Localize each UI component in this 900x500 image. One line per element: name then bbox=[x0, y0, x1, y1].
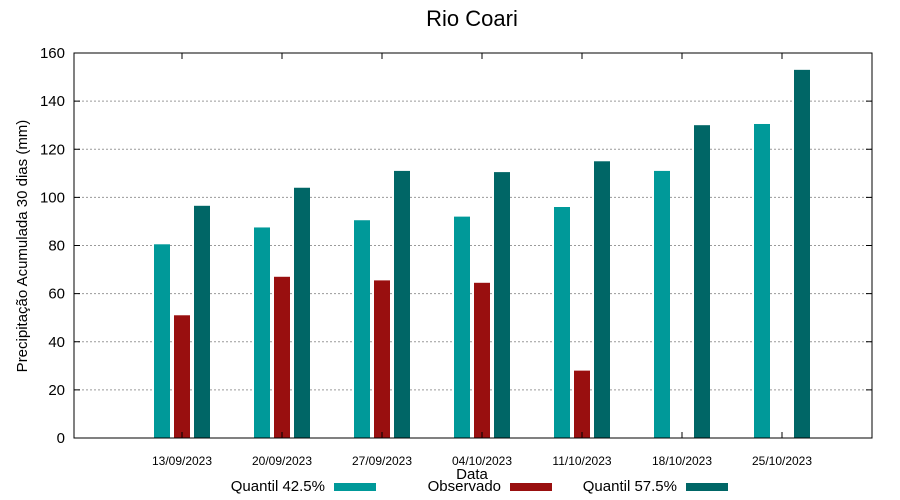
bar-q425 bbox=[454, 216, 470, 438]
bar-observado bbox=[274, 276, 290, 438]
bar-q425 bbox=[254, 227, 270, 438]
x-tick-label: 13/09/2023 bbox=[152, 454, 212, 468]
y-axis-ticks: 0 20 40 60 80 100 120 140 160 bbox=[40, 45, 872, 447]
bar-q575 bbox=[294, 187, 310, 438]
y-tick-label: 120 bbox=[40, 141, 65, 158]
x-tick-label: 18/10/2023 bbox=[652, 454, 712, 468]
x-tick-label: 27/09/2023 bbox=[352, 454, 412, 468]
legend-swatch bbox=[686, 483, 728, 491]
legend: Quantil 42.5% Observado Quantil 57.5% bbox=[231, 478, 728, 495]
bar-q425 bbox=[654, 170, 670, 438]
plot-frame bbox=[73, 52, 873, 439]
chart-title: Rio Coari bbox=[426, 6, 518, 31]
y-tick-label: 0 bbox=[57, 430, 65, 447]
x-axis-label: Data bbox=[456, 466, 488, 483]
bar-q575 bbox=[694, 125, 710, 438]
grid-lines bbox=[74, 100, 872, 391]
legend-label: Observado bbox=[428, 478, 501, 495]
legend-swatch bbox=[334, 483, 376, 491]
y-tick-label: 20 bbox=[48, 382, 65, 399]
bar-q575 bbox=[394, 170, 410, 438]
y-axis-label: Precipitação Acumulada 30 dias (mm) bbox=[14, 120, 31, 373]
x-tick-label: 20/09/2023 bbox=[252, 454, 312, 468]
y-tick-label: 100 bbox=[40, 189, 65, 206]
bar-q575 bbox=[794, 69, 810, 438]
x-tick-label: 25/10/2023 bbox=[752, 454, 812, 468]
bar-q425 bbox=[554, 207, 570, 438]
x-axis-ticks: 13/09/2023 20/09/2023 27/09/2023 04/10/2023… bbox=[152, 53, 812, 468]
x-tick-label: 11/10/2023 bbox=[552, 454, 611, 468]
bars bbox=[154, 69, 810, 438]
bar-observado bbox=[574, 370, 590, 438]
bar-q575 bbox=[594, 161, 610, 438]
bar-q425 bbox=[754, 123, 770, 438]
legend-label: Quantil 57.5% bbox=[583, 478, 677, 495]
bar-q575 bbox=[494, 172, 510, 438]
bar-q575 bbox=[194, 205, 210, 438]
bar-observado bbox=[474, 282, 490, 438]
x-tick-label: 04/10/2023 bbox=[452, 454, 512, 468]
y-tick-label: 40 bbox=[48, 334, 65, 351]
legend-swatch bbox=[510, 483, 552, 491]
y-tick-label: 160 bbox=[40, 45, 65, 62]
bar-q425 bbox=[354, 220, 370, 438]
bar-observado bbox=[374, 280, 390, 438]
bar-observado bbox=[174, 315, 190, 438]
legend-label: Quantil 42.5% bbox=[231, 478, 325, 495]
bar-q425 bbox=[154, 244, 170, 438]
y-tick-label: 80 bbox=[48, 238, 65, 255]
y-tick-label: 140 bbox=[40, 93, 65, 110]
y-tick-label: 60 bbox=[48, 286, 65, 303]
